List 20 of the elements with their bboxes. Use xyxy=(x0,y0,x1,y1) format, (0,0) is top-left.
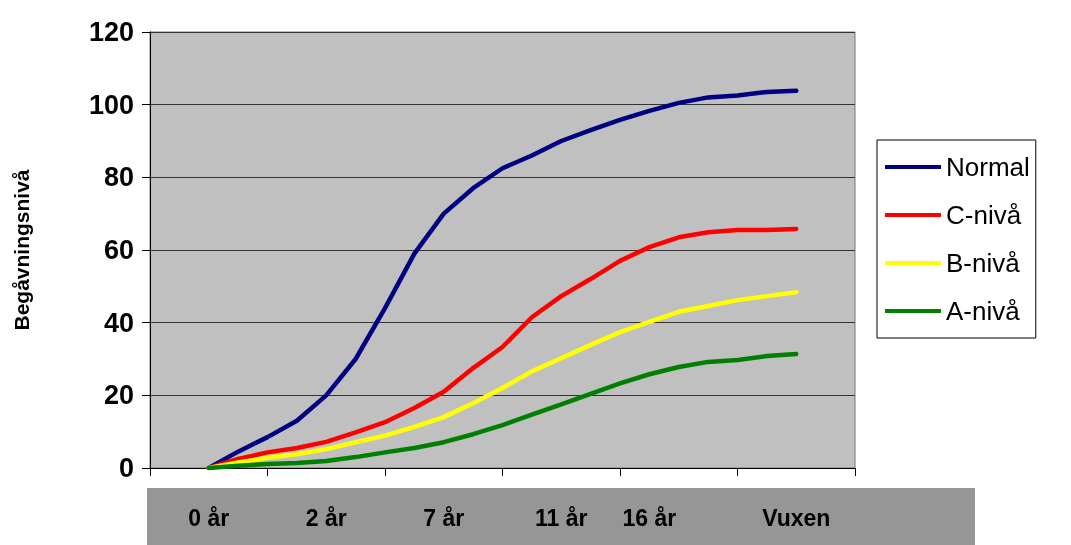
legend-label: B-nivå xyxy=(946,248,1021,278)
x-tick-label: 7 år xyxy=(423,504,465,531)
y-tick-label: 20 xyxy=(103,380,134,411)
x-tick-label: 16 år xyxy=(622,504,677,531)
y-tick-label: 80 xyxy=(103,162,134,193)
legend-label: Normal xyxy=(946,152,1030,182)
legend-label: A-nivå xyxy=(946,296,1021,326)
x-tick-label: Vuxen xyxy=(762,504,831,531)
y-tick-label: 40 xyxy=(103,307,134,338)
x-tick-label: 0 år xyxy=(188,504,230,531)
x-tick-label: 2 år xyxy=(305,504,347,531)
line-series xyxy=(206,351,799,471)
x-tick-label: 11 år xyxy=(535,504,588,531)
y-tick-label: 120 xyxy=(88,17,134,47)
line-series xyxy=(206,88,799,471)
y-tick-label: 100 xyxy=(88,89,134,120)
legend-label: C-nivå xyxy=(946,200,1022,230)
y-axis-title: Begåvningsnivå xyxy=(10,169,33,331)
y-tick-label: 0 xyxy=(118,453,134,483)
y-tick-label: 60 xyxy=(103,235,134,265)
